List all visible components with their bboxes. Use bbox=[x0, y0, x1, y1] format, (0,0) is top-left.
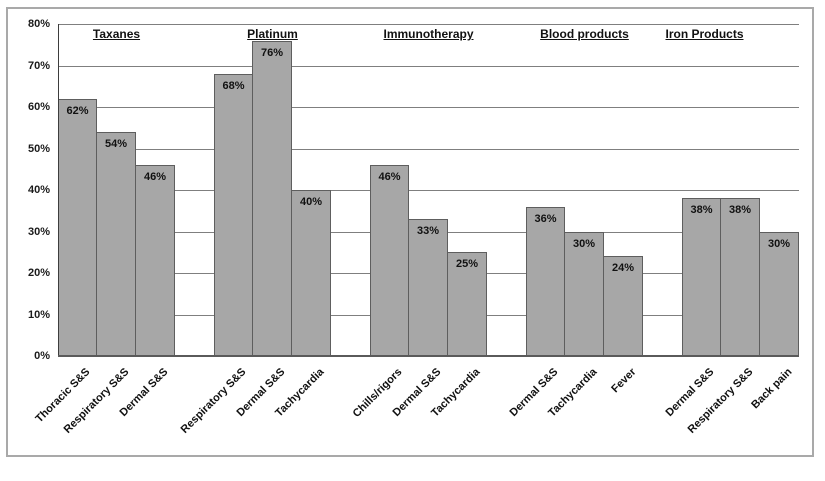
y-tick-label: 50% bbox=[27, 142, 50, 155]
gridline-40 bbox=[58, 190, 799, 191]
y-tick-label: 10% bbox=[27, 308, 50, 321]
bar-value-label: 30% bbox=[767, 237, 791, 250]
bar-value-label: 46% bbox=[378, 171, 401, 184]
bar: 30% bbox=[759, 231, 799, 356]
bar-value-label: 33% bbox=[416, 225, 440, 238]
bar: 36% bbox=[526, 206, 565, 356]
bar: 25% bbox=[447, 252, 487, 356]
y-tick-label: 20% bbox=[27, 267, 50, 279]
group-label: Platinum bbox=[247, 27, 298, 41]
bar-value-label: 54% bbox=[104, 137, 128, 150]
gridline-60 bbox=[58, 107, 799, 108]
bar-value-label: 76% bbox=[260, 46, 284, 59]
bar: 68% bbox=[214, 73, 253, 356]
bar-value-label: 25% bbox=[455, 258, 479, 271]
bar: 38% bbox=[682, 198, 721, 356]
plot-area: Taxanes 62% 54% 46% Platinum 68% 76% 40% Immunot… bbox=[58, 24, 799, 357]
bar: 76% bbox=[252, 40, 292, 356]
y-tick-label: 80% bbox=[27, 18, 50, 30]
bar-value-label: 68% bbox=[222, 79, 245, 92]
bar: 46% bbox=[135, 165, 175, 356]
y-tick-label: 40% bbox=[27, 184, 50, 196]
group-label: Taxanes bbox=[92, 27, 141, 41]
group-label: Iron Products bbox=[665, 27, 744, 41]
y-tick-label: 70% bbox=[27, 59, 50, 72]
group-label: Immunotherapy bbox=[383, 27, 474, 41]
bar: 46% bbox=[370, 165, 409, 356]
y-tick-label: 30% bbox=[27, 225, 50, 238]
bar-value-label: 36% bbox=[534, 212, 557, 225]
bar-value-label: 46% bbox=[143, 171, 167, 184]
bar-value-label: 40% bbox=[299, 196, 323, 208]
bar: 38% bbox=[720, 198, 760, 356]
gridline-50 bbox=[58, 148, 799, 150]
group-label: Blood products bbox=[540, 27, 629, 41]
gridline-70 bbox=[58, 65, 799, 67]
bar-value-label: 38% bbox=[690, 204, 713, 217]
gridline-80 bbox=[58, 24, 799, 25]
bar: 24% bbox=[603, 256, 643, 356]
bar: 40% bbox=[291, 190, 331, 356]
bar: 54% bbox=[96, 131, 136, 356]
y-tick-label: 60% bbox=[27, 101, 50, 113]
bar-value-label: 38% bbox=[728, 204, 752, 217]
figure-border bbox=[6, 7, 814, 457]
bar-value-label: 24% bbox=[611, 262, 635, 275]
bar-value-label: 30% bbox=[572, 237, 596, 250]
y-axis-line bbox=[58, 24, 59, 356]
bar: 62% bbox=[58, 98, 97, 356]
bar: 30% bbox=[564, 231, 604, 356]
x-axis-line bbox=[58, 355, 799, 357]
bar-value-label: 62% bbox=[66, 104, 89, 117]
y-tick-label: 0% bbox=[34, 350, 50, 362]
bar: 33% bbox=[408, 219, 448, 356]
